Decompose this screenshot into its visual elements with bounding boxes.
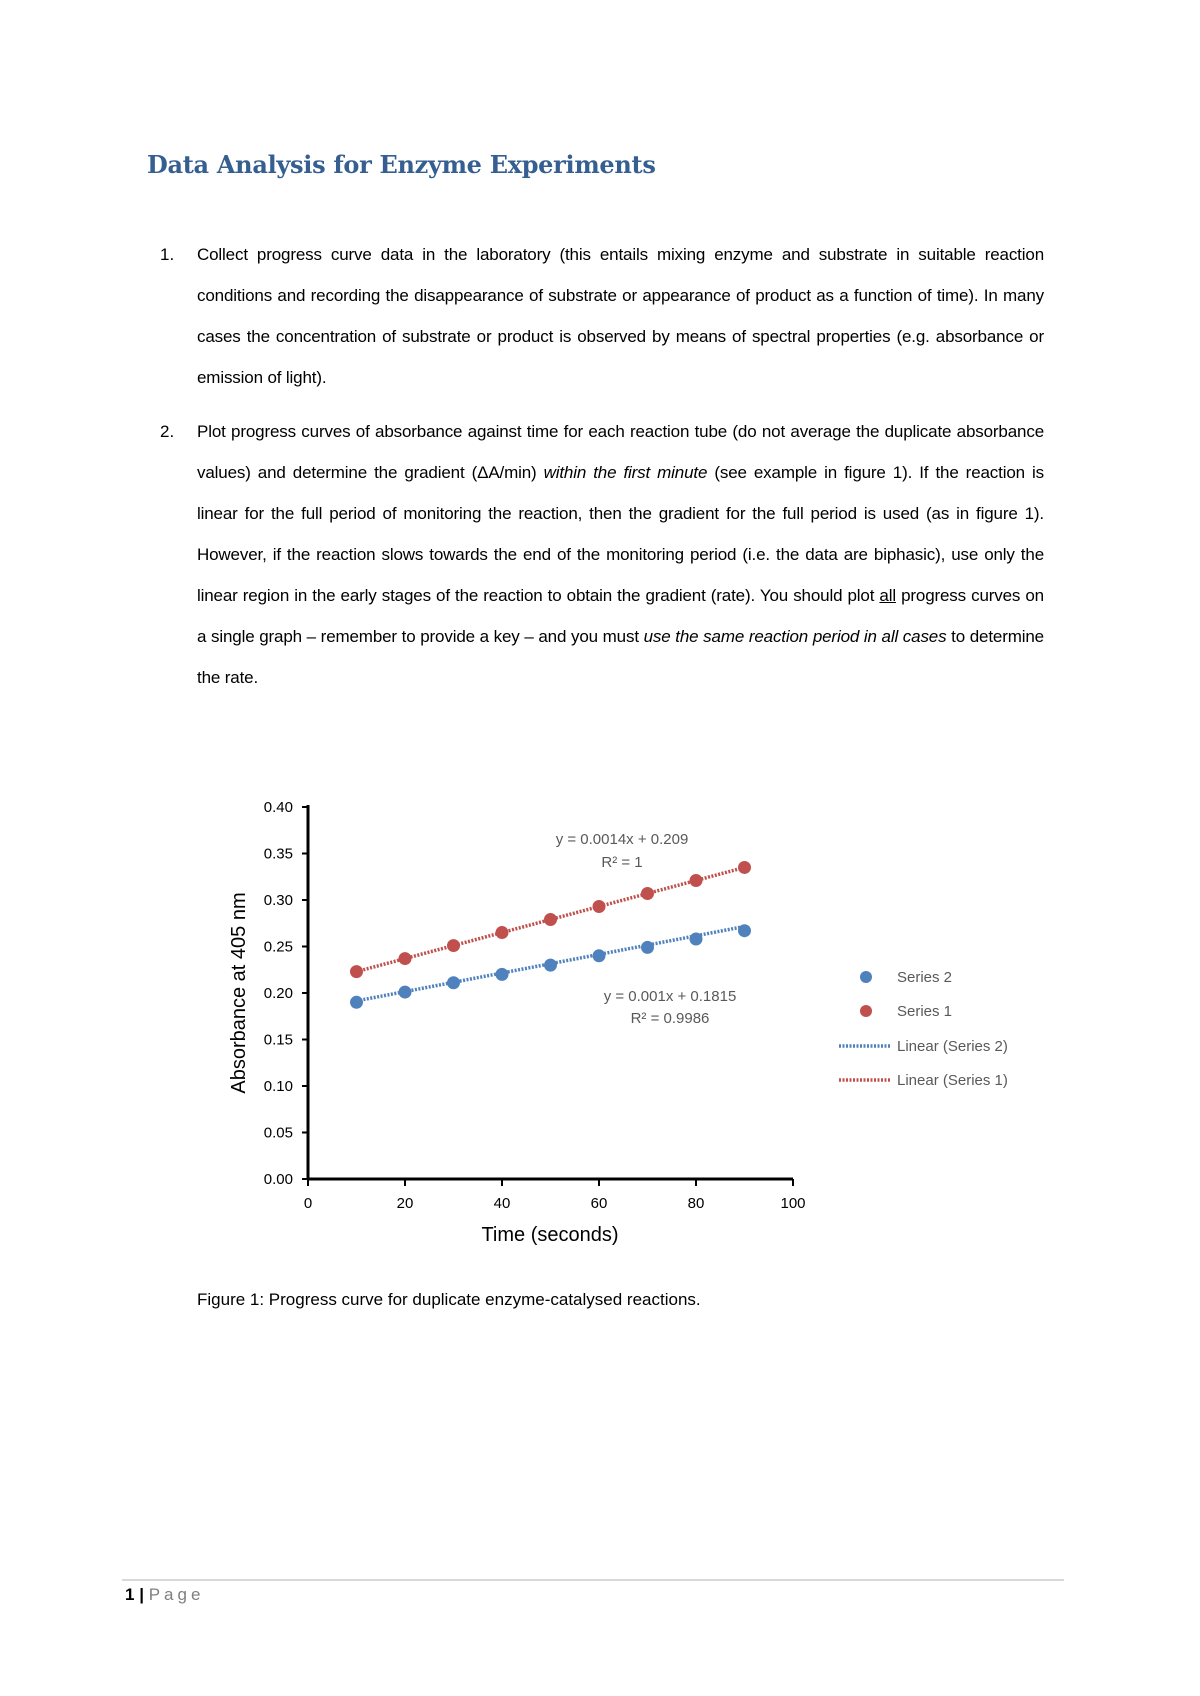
trendline bbox=[356, 924, 745, 1003]
list-number: 2. bbox=[160, 422, 175, 441]
x-tick-label: 40 bbox=[494, 1195, 511, 1212]
data-point bbox=[447, 976, 460, 990]
data-point bbox=[495, 926, 509, 940]
text-segment: use the same reaction period in all case… bbox=[643, 627, 947, 646]
legend: Series 2 Series 1 Linear (Series 2) Line… bbox=[839, 969, 1008, 1089]
data-point bbox=[398, 952, 412, 966]
data-point bbox=[398, 985, 412, 999]
data-point bbox=[447, 939, 460, 953]
y-tick-label: 0.30 bbox=[264, 892, 293, 909]
y-tick-label: 0.20 bbox=[264, 985, 293, 1002]
data-point bbox=[689, 932, 703, 946]
text-segment: progress curves on a single graph – reme… bbox=[197, 586, 1044, 646]
data-point bbox=[350, 965, 363, 979]
page-title: Data Analysis for Enzyme Experiments bbox=[147, 150, 656, 179]
trendline-equation-series1: y = 0.0014x + 0.209 bbox=[556, 831, 689, 848]
figure-caption: Figure 1: Progress curve for duplicate e… bbox=[197, 1290, 701, 1309]
data-point bbox=[738, 860, 751, 874]
footer-divider bbox=[122, 1579, 1064, 1581]
legend-marker-series1 bbox=[860, 1005, 872, 1017]
data-point bbox=[592, 949, 606, 963]
legend-label-trend2: Linear (Series 2) bbox=[897, 1038, 1008, 1055]
x-tick-label: 100 bbox=[780, 1195, 805, 1212]
legend-label-trend1: Linear (Series 1) bbox=[897, 1072, 1008, 1089]
data-point bbox=[544, 913, 557, 927]
list-item-text: Collect progress curve data in the labor… bbox=[197, 234, 1044, 398]
list-item-text: Plot progress curves of absorbance again… bbox=[197, 411, 1044, 698]
footer-separator: | bbox=[139, 1585, 144, 1604]
y-tick-label: 0.15 bbox=[264, 1032, 293, 1049]
text-segment: all bbox=[879, 586, 896, 605]
page-footer: 1 | Page bbox=[125, 1585, 204, 1605]
y-tick-label: 0.25 bbox=[264, 939, 293, 956]
legend-label-series2: Series 2 bbox=[897, 969, 952, 986]
x-tick-label: 20 bbox=[397, 1195, 414, 1212]
y-tick-label: 0.10 bbox=[264, 1078, 293, 1095]
text-segment: Plot progress curves of absorbance again… bbox=[197, 422, 1044, 482]
text-segment: to determine the rate. bbox=[197, 627, 1044, 687]
data-point bbox=[592, 900, 606, 914]
text-segment: within the first minute bbox=[543, 463, 708, 482]
y-tick-label: 0.00 bbox=[264, 1171, 293, 1188]
data-point bbox=[689, 873, 703, 887]
trendline bbox=[356, 865, 745, 974]
data-point bbox=[641, 886, 654, 900]
x-tick-label: 60 bbox=[591, 1195, 608, 1212]
data-point bbox=[641, 940, 654, 954]
text-segment: (see example in figure 1). If the reacti… bbox=[197, 463, 1044, 605]
y-tick-label: 0.40 bbox=[264, 799, 293, 816]
trendline-equation-series2: y = 0.001x + 0.1815 bbox=[604, 988, 737, 1005]
y-tick-label: 0.05 bbox=[264, 1125, 293, 1142]
trendline-r2-series2: R² = 0.9986 bbox=[631, 1010, 710, 1027]
legend-marker-series2 bbox=[860, 971, 872, 983]
trendline-r2-series1: R² = 1 bbox=[601, 854, 642, 871]
data-point bbox=[350, 995, 363, 1009]
x-tick-label: 0 bbox=[304, 1195, 312, 1212]
text-segment: Collect progress curve data in the labor… bbox=[197, 245, 1044, 387]
legend-label-series1: Series 1 bbox=[897, 1003, 952, 1020]
y-axis-title: Absorbance at 405 nm bbox=[228, 892, 250, 1093]
data-point bbox=[544, 958, 557, 972]
data-point bbox=[738, 924, 751, 938]
y-tick-label: 0.35 bbox=[264, 846, 293, 863]
page-label: Page bbox=[148, 1585, 205, 1604]
data-point bbox=[495, 967, 509, 981]
x-axis-title: Time (seconds) bbox=[481, 1224, 618, 1246]
x-tick-label: 80 bbox=[688, 1195, 705, 1212]
page-number: 1 bbox=[125, 1585, 135, 1604]
list-number: 1. bbox=[160, 245, 175, 264]
